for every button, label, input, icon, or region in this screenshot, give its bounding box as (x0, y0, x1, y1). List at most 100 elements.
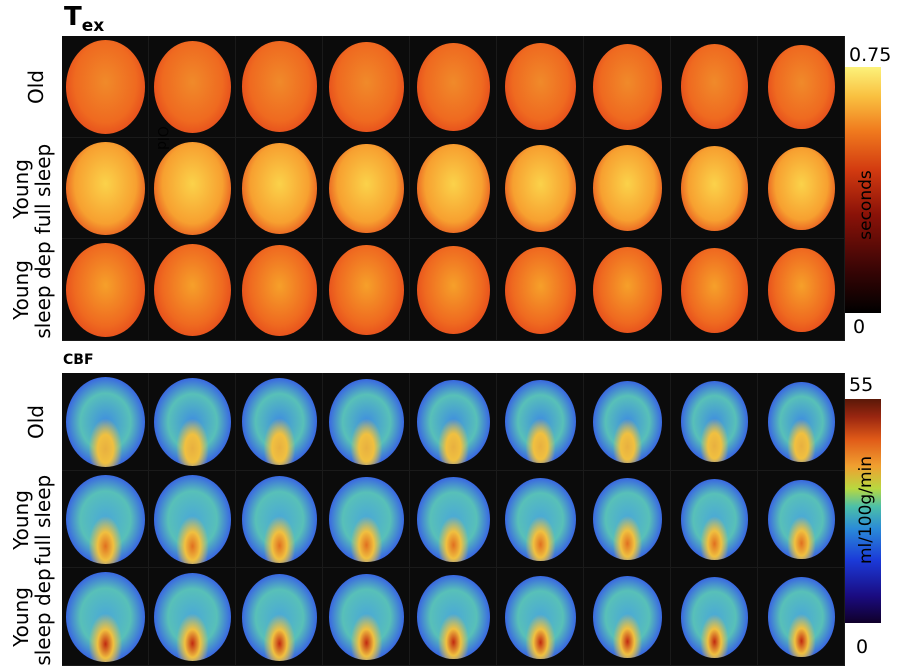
brain-image (329, 41, 404, 132)
brain-image (417, 574, 490, 660)
brain-slice (323, 137, 410, 240)
brain-image (680, 479, 749, 560)
brain-image (505, 144, 576, 233)
row-label: Young full sleep (9, 143, 55, 234)
brain-slice (497, 568, 584, 666)
brain-image (592, 380, 663, 463)
row-label: Old (24, 69, 48, 104)
brain-slice (323, 373, 410, 471)
brain-slice (323, 239, 410, 341)
tex-colorbar-label: seconds (856, 170, 876, 240)
brain-image (329, 378, 404, 465)
tex-title: Tex (64, 2, 105, 36)
brain-slice (758, 239, 845, 341)
brain-image (505, 575, 576, 659)
brain-slice (62, 568, 149, 666)
brain-image (417, 245, 490, 335)
brain-slice (584, 373, 671, 471)
brain-image (66, 474, 145, 565)
brain-image (417, 477, 490, 562)
brain-image (505, 477, 576, 562)
row-label: Young full sleep (9, 474, 55, 565)
cbf-colorbar (845, 399, 881, 623)
row-label-line: full sleep (31, 474, 55, 565)
brain-image (417, 42, 490, 132)
brain-image (417, 144, 490, 233)
brain-slice (149, 239, 236, 341)
brain-slice (149, 568, 236, 666)
brain-image (153, 572, 232, 662)
brain-slice (410, 470, 497, 569)
brain-slice (584, 568, 671, 666)
cbf-image-panel (62, 373, 845, 666)
brain-image (66, 572, 145, 662)
brain-image (680, 576, 749, 658)
brain-image (592, 247, 663, 334)
brain-image (241, 573, 318, 661)
brain-image (505, 43, 576, 131)
brain-image (66, 243, 145, 337)
brain-image (329, 476, 404, 563)
brain-image (66, 141, 145, 236)
brain-slice (62, 470, 149, 569)
brain-image (680, 44, 749, 130)
brain-slice (584, 239, 671, 341)
brain-image (768, 479, 835, 560)
brain-slice (758, 373, 845, 471)
brain-slice (410, 36, 497, 138)
brain-slice (410, 568, 497, 666)
brain-slice (410, 373, 497, 471)
stray-label: Old (153, 126, 170, 150)
brain-image (768, 382, 835, 462)
brain-image (680, 146, 749, 231)
brain-slice (671, 373, 758, 471)
brain-slice (758, 137, 845, 240)
brain-slice (584, 36, 671, 138)
row-label-line: Young (9, 158, 33, 219)
brain-image (768, 577, 835, 657)
brain-slice (584, 470, 671, 569)
tex-image-panel (62, 36, 845, 341)
row-label-line: full sleep (31, 143, 55, 234)
row-label-line: Young (9, 260, 33, 321)
row-label: Old (24, 405, 48, 439)
brain-slice (236, 568, 323, 666)
brain-slice (62, 373, 149, 471)
brain-image (592, 145, 663, 232)
brain-slice (236, 36, 323, 138)
row-label-line: Old (24, 69, 48, 104)
brain-slice (497, 470, 584, 569)
row-label-line: sleep dep (31, 241, 55, 339)
brain-image (592, 43, 663, 130)
brain-image (241, 475, 318, 564)
brain-slice (410, 239, 497, 341)
brain-image (66, 377, 145, 467)
brain-image (505, 380, 576, 464)
cbf-colorbar-max: 55 (849, 374, 874, 396)
tex-colorbar-min: 0 (853, 316, 866, 338)
brain-image (153, 377, 232, 466)
brain-slice (497, 36, 584, 138)
brain-image (768, 248, 835, 332)
brain-image (153, 142, 232, 235)
brain-image (768, 45, 835, 129)
brain-slice (671, 568, 758, 666)
row-label: Young sleep dep (9, 241, 55, 339)
brain-image (66, 40, 145, 134)
brain-image (329, 245, 404, 336)
brain-image (153, 475, 232, 564)
cbf-title: CBF (63, 352, 94, 368)
brain-slice (62, 36, 149, 138)
brain-image (153, 243, 232, 337)
brain-image (241, 244, 318, 336)
brain-slice (323, 36, 410, 138)
brain-image (680, 381, 749, 463)
brain-image (592, 478, 663, 561)
brain-slice (497, 137, 584, 240)
tex-colorbar-max: 0.75 (849, 44, 892, 66)
brain-slice (671, 470, 758, 569)
brain-slice (758, 470, 845, 569)
brain-slice (671, 239, 758, 341)
brain-image (768, 146, 835, 231)
brain-slice (497, 239, 584, 341)
